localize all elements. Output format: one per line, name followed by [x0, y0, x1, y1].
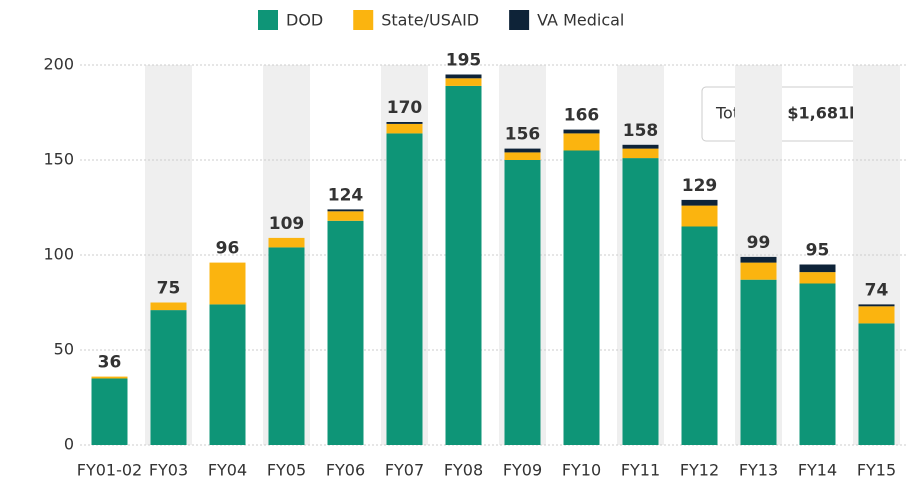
y-tick-label: 0 [64, 435, 74, 454]
x-tick-label: FY12 [680, 461, 719, 480]
bar-segment [858, 304, 895, 307]
x-tick-label: FY10 [562, 461, 601, 480]
total-label: 195 [446, 51, 482, 71]
bar-segment [799, 272, 836, 284]
total-label: 124 [328, 185, 364, 205]
bar-segment [622, 148, 659, 159]
bar-segment [327, 220, 364, 445]
total-label: 95 [806, 241, 830, 261]
bar-segment [91, 378, 128, 445]
y-tick-label: 100 [43, 245, 74, 264]
x-tick-label: FY03 [149, 461, 188, 480]
y-tick-label: 50 [54, 340, 74, 359]
x-tick-label: FY01-02 [77, 461, 142, 480]
bar-segment [209, 262, 246, 305]
x-tick-label: FY09 [503, 461, 542, 480]
bar-segment [740, 279, 777, 445]
total-label: 36 [98, 353, 122, 373]
x-tick-label: FY06 [326, 461, 365, 480]
bar-segment [563, 129, 600, 134]
total-label: 96 [216, 239, 240, 259]
x-tick-label: FY15 [857, 461, 896, 480]
total-label: 158 [623, 121, 659, 141]
total-label: 74 [865, 280, 889, 300]
x-tick-label: FY04 [208, 461, 247, 480]
bar-segment [445, 74, 482, 79]
bar-segment [327, 209, 364, 212]
bar-segment [504, 152, 541, 160]
bar-segment [799, 264, 836, 273]
bar-segment [150, 302, 187, 311]
bar-segment [150, 310, 187, 445]
bar-segment [681, 199, 718, 206]
bar-segment [799, 283, 836, 445]
bar-segment [327, 211, 364, 221]
bar-segment [268, 237, 305, 248]
bar-segment [91, 376, 128, 379]
bar-segment [386, 133, 423, 445]
x-tick-label: FY05 [267, 461, 306, 480]
bar-segment [858, 306, 895, 324]
x-tick-label: FY07 [385, 461, 424, 480]
bar-segment [504, 160, 541, 445]
bar-segment [740, 262, 777, 280]
total-label: 75 [157, 279, 181, 299]
x-tick-label: FY13 [739, 461, 778, 480]
bar-segment [563, 133, 600, 151]
bar-segment [622, 144, 659, 149]
bar-segment [504, 148, 541, 153]
total-label: 170 [387, 98, 423, 118]
bar-segment [386, 122, 423, 124]
y-tick-label: 150 [43, 150, 74, 169]
bar-segment [445, 85, 482, 446]
legend-label: DOD [286, 11, 323, 30]
total-label: 166 [564, 106, 600, 126]
x-tick-label: FY08 [444, 461, 483, 480]
legend-swatch [509, 10, 530, 30]
bar-segment [386, 123, 423, 134]
bar-segment [268, 247, 305, 445]
bar-segment [740, 256, 777, 263]
total-label: 156 [505, 125, 541, 145]
legend-label: VA Medical [537, 11, 624, 30]
bar-segment [622, 158, 659, 445]
total-label: 109 [269, 214, 305, 234]
bar-segment [858, 323, 895, 445]
bar-segment [681, 226, 718, 445]
x-tick-label: FY11 [621, 461, 660, 480]
bar-segment [563, 150, 600, 445]
bar-segment [681, 205, 718, 227]
legend-label: State/USAID [381, 11, 479, 30]
bar-segment [209, 304, 246, 445]
y-tick-label: 200 [43, 55, 74, 74]
total-label: 129 [682, 176, 718, 196]
total-value: $1,681bn [787, 104, 872, 123]
x-tick-label: FY14 [798, 461, 837, 480]
legend-swatch [258, 10, 278, 30]
total-label: 99 [747, 233, 771, 253]
bar-segment [445, 78, 482, 86]
legend-swatch [353, 10, 374, 30]
